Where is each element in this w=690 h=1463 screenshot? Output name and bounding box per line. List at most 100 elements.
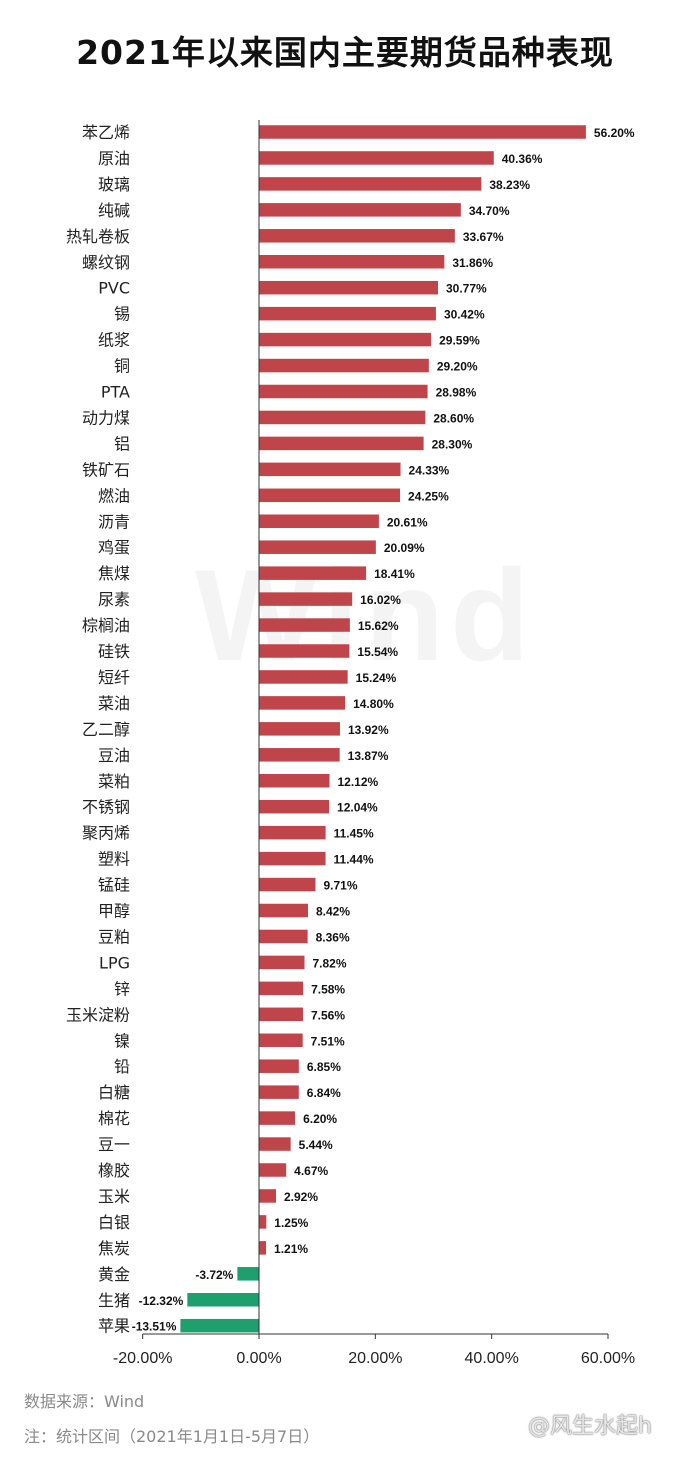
x-tick-label: 60.00% — [581, 1350, 635, 1367]
data-label: 15.54% — [357, 645, 398, 659]
weibo-watermark: @风生水起h — [528, 1414, 652, 1439]
bar-42 — [259, 1215, 267, 1229]
bar-11 — [259, 410, 426, 425]
bar-18 — [259, 592, 353, 606]
category-label: 燃油 — [98, 486, 130, 505]
category-label: 菜油 — [98, 694, 130, 713]
data-label: 13.87% — [348, 749, 389, 763]
data-label: 1.21% — [274, 1242, 308, 1256]
data-label: 6.20% — [303, 1112, 337, 1126]
category-label: 锰硅 — [98, 876, 130, 895]
bar-0 — [259, 125, 586, 139]
category-label: 白糖 — [98, 1083, 130, 1102]
category-label: 原油 — [98, 149, 130, 168]
bar-19 — [259, 618, 350, 632]
data-label: 5.44% — [299, 1138, 333, 1152]
data-label: 12.12% — [337, 775, 378, 789]
bar-16 — [259, 540, 376, 554]
bar-29 — [259, 877, 316, 892]
bar-21 — [259, 670, 348, 684]
data-label: 29.59% — [439, 334, 480, 348]
data-label: 28.60% — [433, 411, 474, 425]
data-label: 14.80% — [353, 697, 394, 711]
bar-2 — [259, 177, 482, 191]
category-label: 短纤 — [98, 668, 130, 687]
date-range-note: 注：统计区间（2021年1月1日-5月7日） — [24, 1427, 320, 1446]
data-label: 8.36% — [316, 930, 350, 944]
bar-23 — [259, 722, 340, 736]
category-label: 铅 — [114, 1057, 130, 1076]
bar-5 — [259, 255, 445, 269]
data-label: 30.77% — [446, 282, 487, 296]
data-label: 7.56% — [311, 1008, 345, 1022]
bar-22 — [259, 696, 346, 710]
x-tick-label: -20.00% — [113, 1350, 173, 1367]
category-label: 纸浆 — [98, 331, 130, 350]
data-label: -12.32% — [139, 1294, 184, 1308]
bar-41 — [259, 1189, 276, 1203]
category-label: 螺纹钢 — [82, 253, 130, 272]
bar-1 — [259, 151, 494, 165]
bar-26 — [259, 799, 330, 814]
bar-31 — [259, 929, 308, 944]
data-label: 6.85% — [307, 1060, 341, 1074]
wind-watermark: Wind — [195, 542, 536, 688]
category-label: 沥青 — [98, 512, 130, 531]
data-label: 16.02% — [360, 593, 401, 607]
data-label: 7.58% — [311, 982, 345, 996]
category-label: 生猪 — [98, 1291, 130, 1310]
bar-28 — [259, 851, 326, 866]
bar-43 — [259, 1241, 267, 1255]
bar-32 — [259, 955, 305, 970]
category-label: 棕榈油 — [82, 616, 130, 635]
category-label: 菜粕 — [98, 772, 130, 791]
category-label: 镍 — [114, 1031, 130, 1050]
category-label: 纯碱 — [98, 201, 130, 220]
category-label: 动力煤 — [82, 408, 130, 427]
data-label: -3.72% — [195, 1268, 233, 1282]
data-label: 31.86% — [452, 256, 493, 270]
category-label: 铝 — [114, 434, 130, 453]
data-label: 15.62% — [358, 619, 399, 633]
data-label: 11.45% — [334, 827, 374, 841]
data-label: 18.41% — [374, 567, 415, 581]
bar-39 — [259, 1137, 291, 1151]
bar-44 — [237, 1267, 259, 1281]
bar-20 — [259, 644, 350, 658]
data-label: 1.25% — [274, 1216, 308, 1230]
category-label: 白银 — [98, 1213, 130, 1232]
category-label: 豆一 — [98, 1135, 130, 1154]
data-label: 24.25% — [408, 489, 449, 503]
bar-36 — [259, 1059, 299, 1073]
category-label: 橡胶 — [98, 1161, 130, 1180]
x-tick-label: 0.00% — [236, 1350, 281, 1367]
bar-40 — [259, 1163, 287, 1177]
data-label: 28.30% — [432, 437, 473, 451]
bar-8 — [259, 332, 432, 347]
data-label: 6.84% — [307, 1086, 341, 1100]
data-label: 34.70% — [469, 204, 510, 218]
category-label: 豆粕 — [98, 927, 130, 946]
category-label: 苯乙烯 — [82, 123, 130, 142]
category-label: 玻璃 — [98, 175, 130, 194]
category-label: 聚丙烯 — [82, 824, 130, 843]
data-label: 20.61% — [387, 515, 428, 529]
bar-6 — [259, 280, 438, 295]
bar-3 — [259, 203, 461, 217]
x-tick-label: 20.00% — [348, 1350, 402, 1367]
category-label: 铜 — [114, 357, 130, 376]
bar-30 — [259, 903, 308, 918]
category-label: 热轧卷板 — [66, 227, 130, 246]
x-tick-label: 40.00% — [465, 1350, 519, 1367]
data-label: 4.67% — [294, 1164, 328, 1178]
bar-7 — [259, 306, 436, 321]
category-label: 硅铁 — [98, 642, 130, 661]
bar-45 — [187, 1293, 259, 1307]
category-label: 尿素 — [98, 590, 130, 609]
category-label: 锌 — [114, 979, 130, 998]
data-label: 15.24% — [356, 671, 397, 685]
bar-15 — [259, 514, 379, 528]
data-label: 12.04% — [337, 801, 378, 815]
bar-14 — [259, 488, 401, 503]
data-label: 38.23% — [489, 178, 530, 192]
